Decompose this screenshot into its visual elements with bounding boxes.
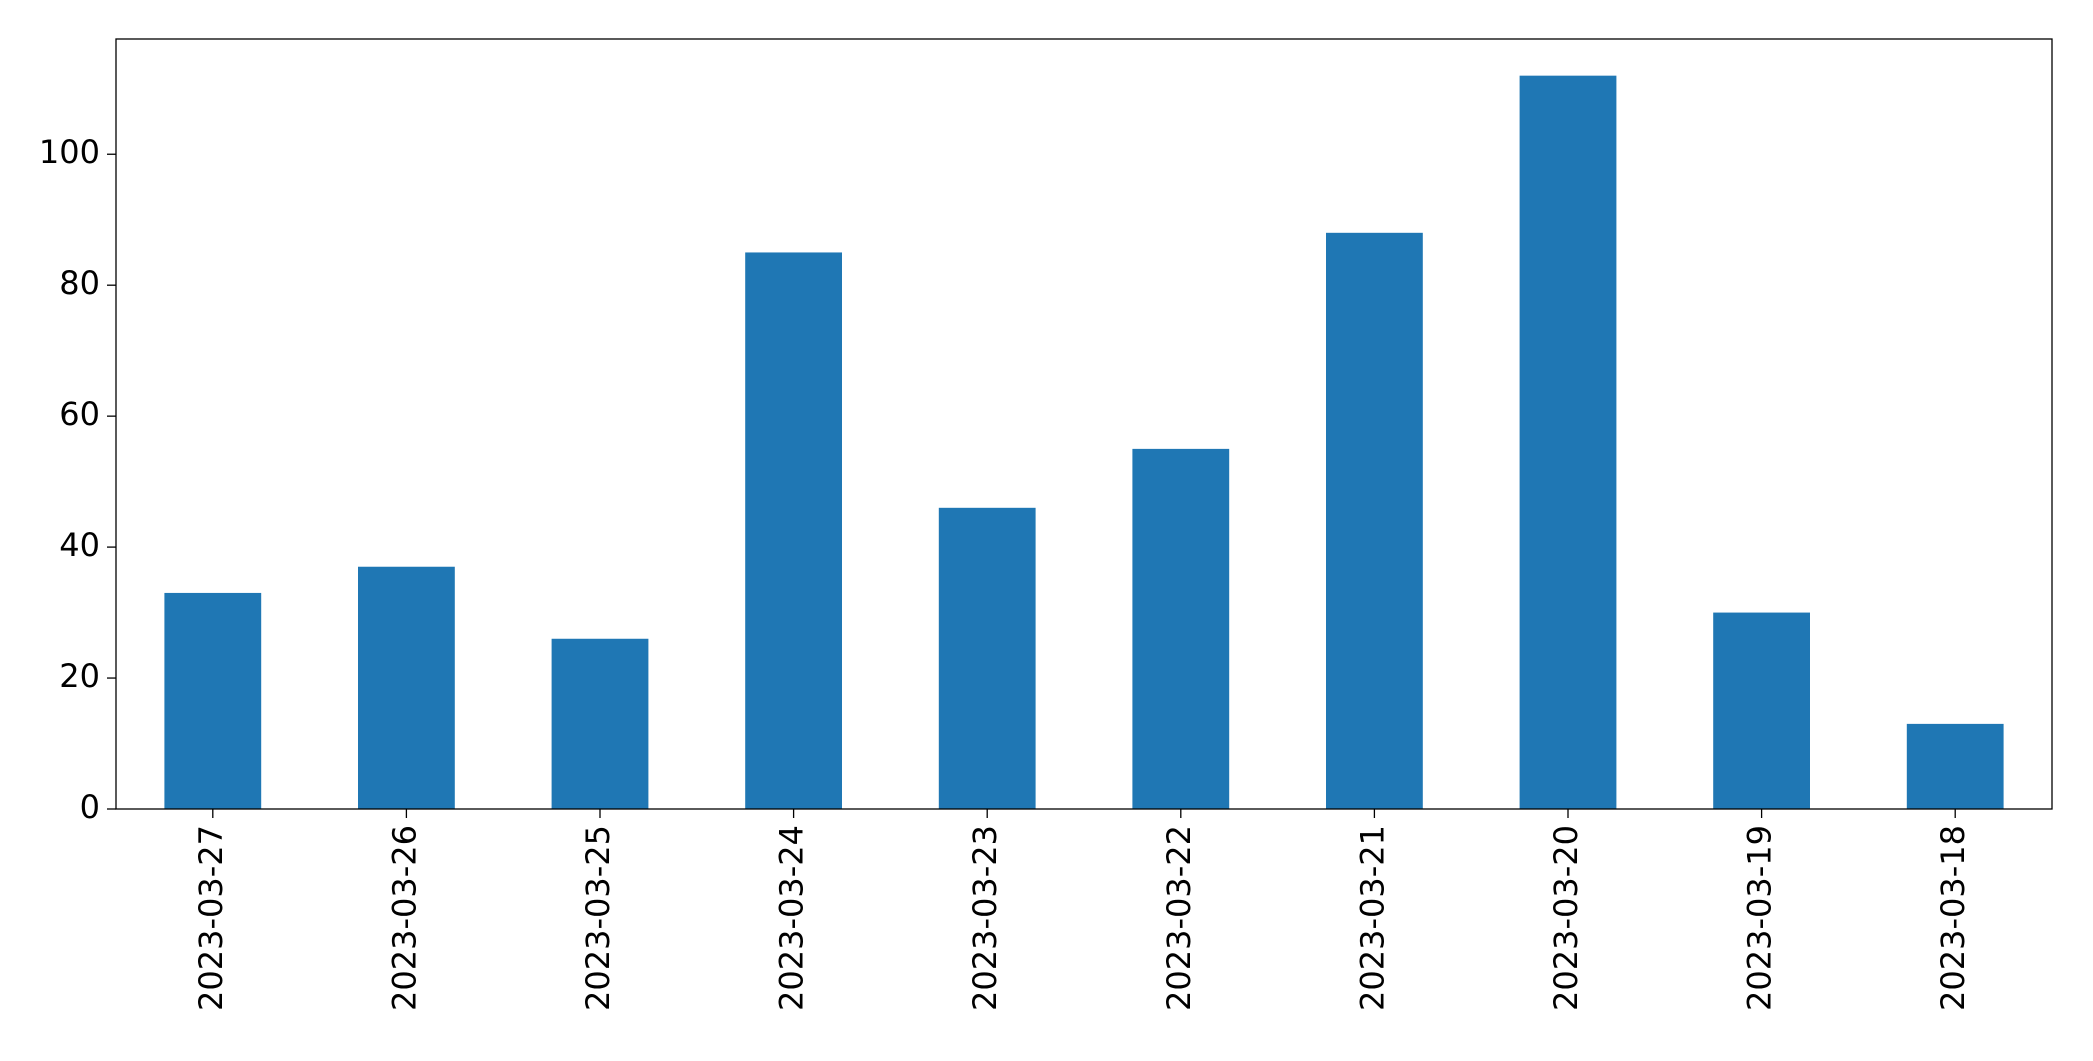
x-tick-label: 2023-03-20 <box>1547 825 1585 1011</box>
bar <box>1132 448 1230 809</box>
bar <box>164 592 262 809</box>
bar <box>1519 75 1617 809</box>
x-tick-label: 2023-03-21 <box>1353 825 1391 1011</box>
x-tick-label: 2023-03-27 <box>192 825 230 1011</box>
y-tick-label: 80 <box>59 264 100 302</box>
x-tick-label: 2023-03-23 <box>966 825 1004 1011</box>
y-tick-label: 100 <box>39 133 100 171</box>
x-tick-label: 2023-03-25 <box>579 825 617 1011</box>
bar <box>938 507 1036 809</box>
plot-frame <box>115 38 2053 810</box>
x-tick-label: 2023-03-24 <box>773 825 811 1011</box>
x-tick-label: 2023-03-19 <box>1741 825 1779 1011</box>
x-tick-label: 2023-03-22 <box>1160 825 1198 1011</box>
x-tick-label: 2023-03-26 <box>385 825 423 1011</box>
bar <box>1713 612 1810 809</box>
bar <box>358 566 455 809</box>
y-tick-label: 20 <box>59 657 100 695</box>
y-tick-label: 0 <box>80 788 100 826</box>
bar <box>1326 232 1423 810</box>
y-tick-label: 40 <box>59 526 100 564</box>
bar <box>745 252 842 809</box>
x-tick-label: 2023-03-18 <box>1934 825 1972 1011</box>
bar <box>1906 723 2004 809</box>
bar <box>551 638 649 809</box>
y-tick-label: 60 <box>59 395 100 433</box>
